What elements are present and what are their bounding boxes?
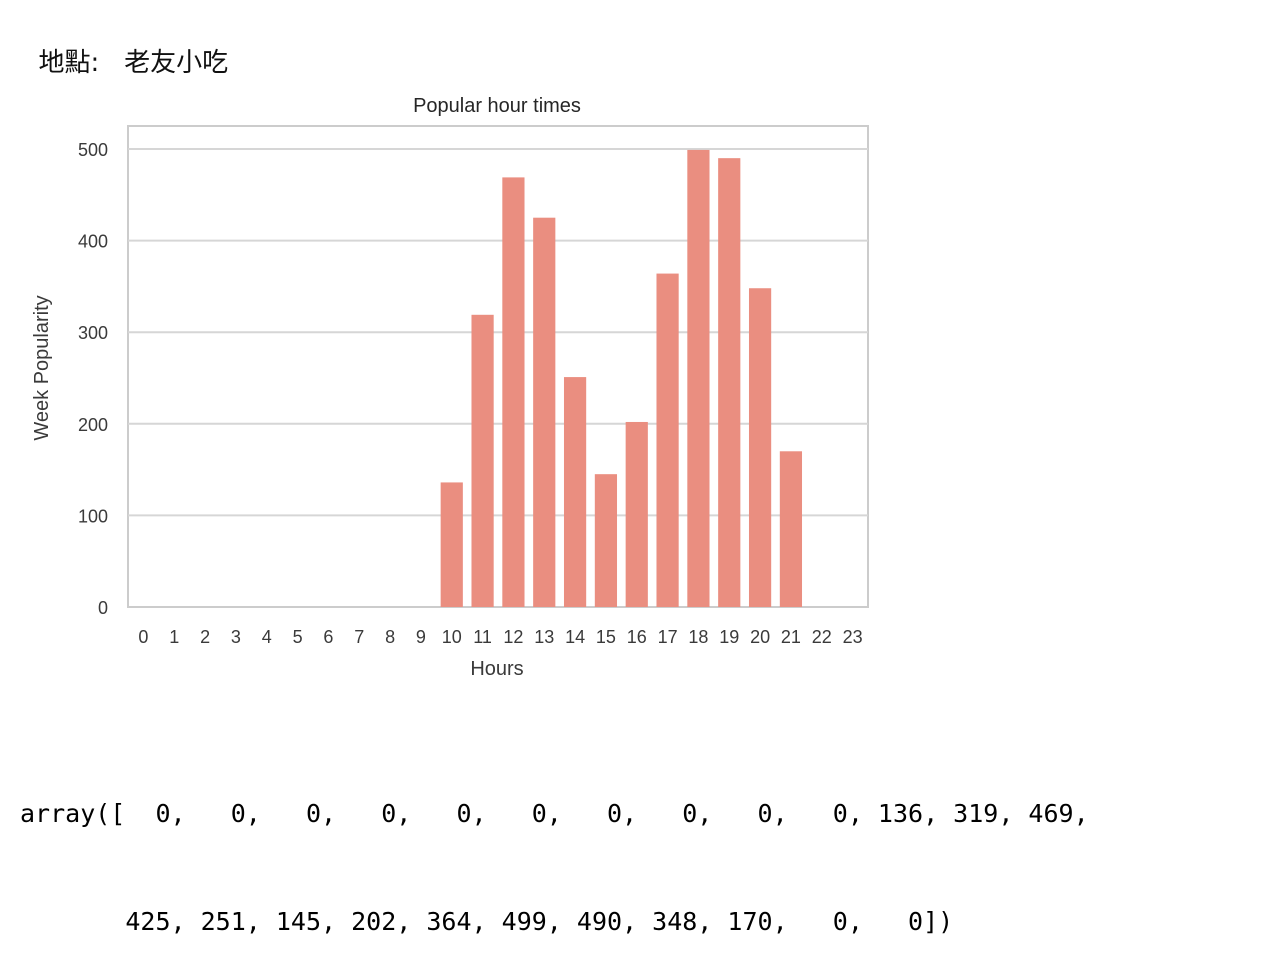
x-tick-label: 17 [658,627,678,647]
array-output: array([ 0, 0, 0, 0, 0, 0, 0, 0, 0, 0, 13… [20,724,1089,976]
plot-area [127,125,869,608]
x-axis-label: Hours [470,658,523,680]
y-tick-labels: 0 100 200 300 400 500 [78,140,108,618]
x-tick-label: 10 [442,627,462,647]
x-tick-label: 16 [627,627,647,647]
chart-title: Popular hour times [413,95,581,117]
x-tick-label: 3 [231,627,241,647]
bar-hour-15 [594,474,618,607]
y-tick-label: 0 [98,598,108,618]
x-tick-label: 2 [200,627,210,647]
array-output-line-2: 425, 251, 145, 202, 364, 499, 490, 348, … [20,907,954,936]
bar-hour-21 [779,451,803,607]
y-tick-label: 500 [78,140,108,160]
bar-hour-13 [533,217,556,607]
x-tick-label: 22 [812,627,832,647]
x-tick-label: 18 [688,627,708,647]
x-tick-label: 0 [138,627,148,647]
x-tick-labels: 0 1 2 3 4 5 6 7 8 9 10 11 12 13 14 15 16 17 18 19 20 21 22 23 [138,627,862,647]
y-tick-label: 300 [78,323,108,343]
x-tick-label: 21 [781,627,801,647]
bar-hour-11 [471,314,494,607]
location-label: 地點: [38,48,100,78]
x-tick-label: 11 [473,627,492,647]
bar-hour-17 [656,273,679,607]
x-tick-label: 1 [169,627,179,647]
location-value: 老友小吃 [124,48,229,78]
x-tick-label: 15 [596,627,616,647]
array-output-line-1: array([ 0, 0, 0, 0, 0, 0, 0, 0, 0, 0, 13… [20,799,1089,828]
bar-hour-18 [687,149,710,607]
x-tick-label: 12 [503,627,523,647]
bar-hour-19 [718,158,741,607]
x-tick-label: 23 [843,627,863,647]
x-tick-label: 13 [534,627,554,647]
x-tick-label: 14 [565,627,585,647]
x-tick-label: 4 [262,627,272,647]
y-tick-label: 100 [78,506,108,526]
x-tick-label: 20 [750,627,770,647]
bar-hour-14 [563,377,587,607]
y-tick-label: 400 [78,232,108,252]
x-tick-label: 19 [719,627,739,647]
gridlines [128,148,868,517]
bar-hour-16 [625,421,648,607]
x-tick-label: 9 [416,627,426,647]
bar-hour-10 [440,482,463,607]
bars [440,149,803,607]
bar-hour-20 [748,288,772,607]
x-tick-label: 6 [323,627,333,647]
x-tick-label: 5 [293,627,303,647]
y-tick-label: 200 [78,415,108,435]
x-tick-label: 8 [385,627,395,647]
y-axis-label: Week Popularity [31,295,53,440]
x-tick-label: 7 [354,627,364,647]
location-row: 地點: 老友小吃 [22,12,229,79]
bar-hour-12 [502,177,525,607]
